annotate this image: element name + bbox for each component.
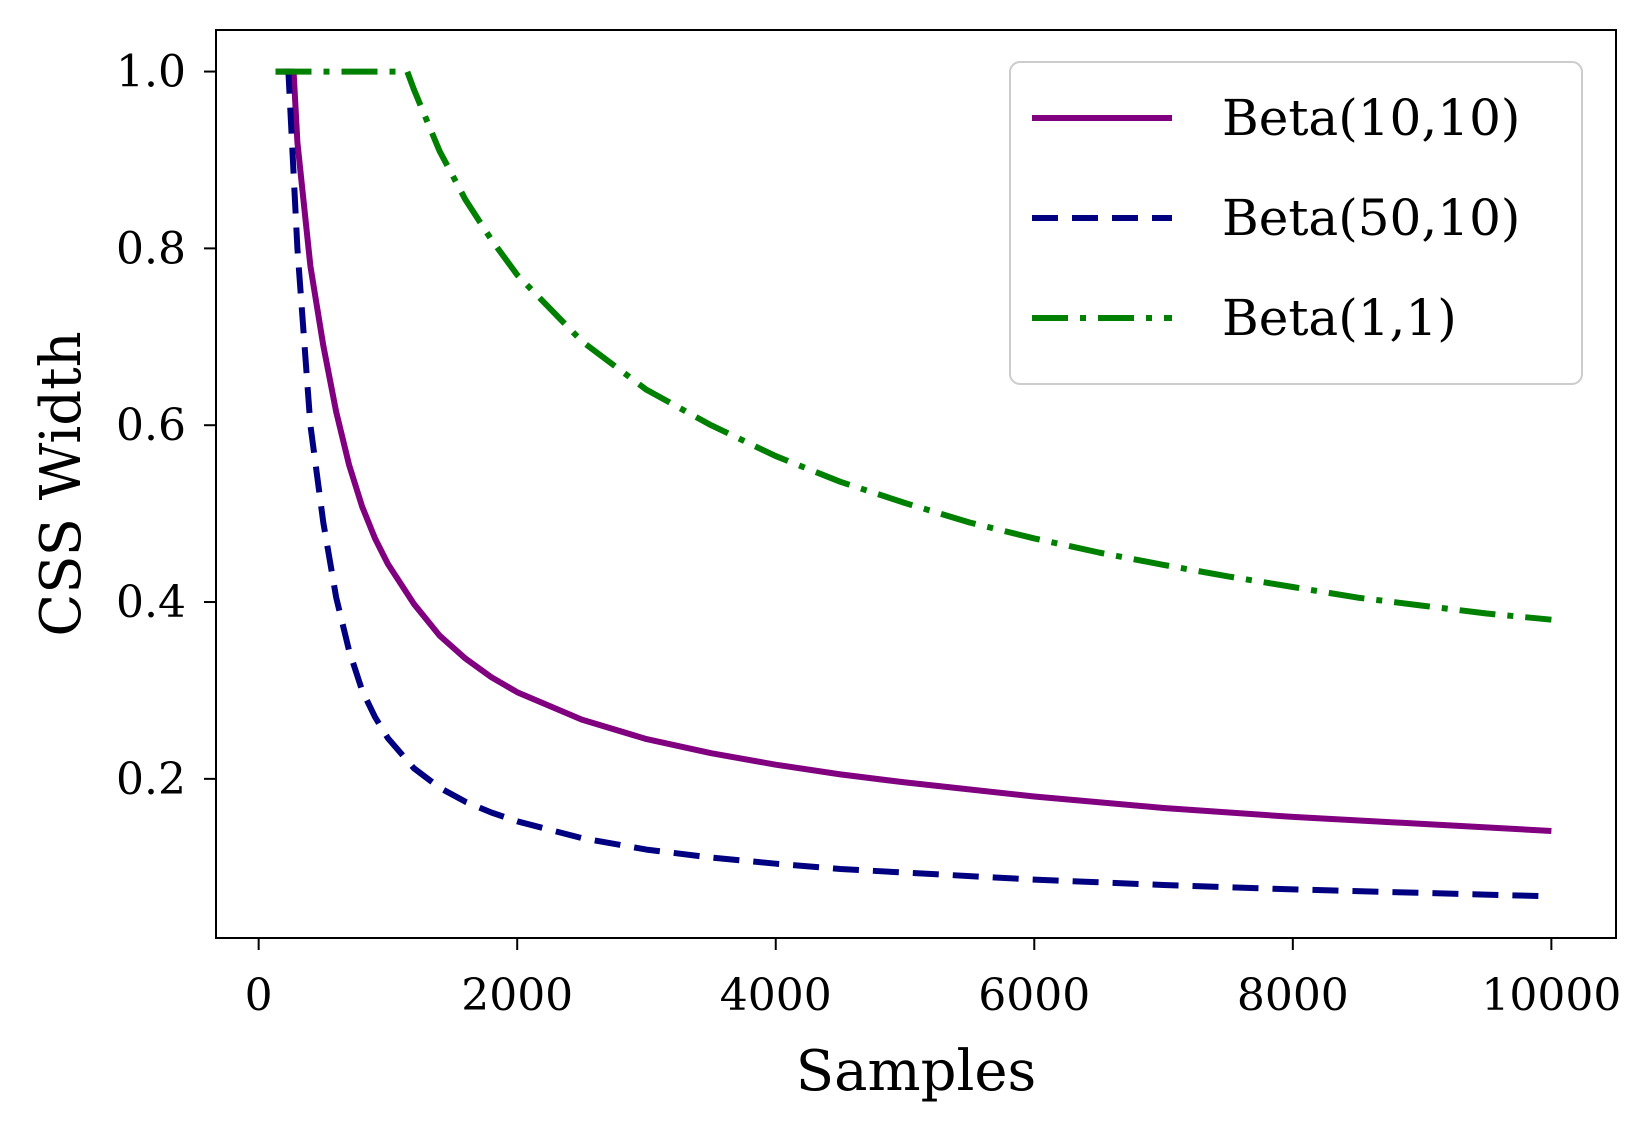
x-tick-label: 8000 [1237,970,1349,1021]
y-axis-label: CSS Width [29,331,94,636]
y-tick-label: 1.0 [116,47,186,98]
legend-label-2: Beta(50,10) [1222,189,1520,247]
y-tick-label: 0.2 [116,754,186,805]
x-axis-label: Samples [796,1039,1037,1104]
x-tick-label: 10000 [1481,970,1621,1021]
y-tick-label: 0.8 [116,223,186,274]
plot-frame [215,29,1617,939]
series-layer [275,68,1552,900]
x-axis: 0 2000 4000 6000 8000 10000 [245,938,1621,1021]
series-line-1 [275,68,1552,834]
series-line-3 [275,68,1552,623]
x-tick-label: 0 [245,970,273,1021]
x-tick-label: 2000 [461,970,573,1021]
legend-label-3: Beta(1,1) [1222,289,1457,347]
y-tick-label: 0.6 [116,400,186,451]
series-line-2 [284,68,1552,900]
x-tick-label: 4000 [720,970,832,1021]
x-tick-label: 6000 [978,970,1090,1021]
legend-label-1: Beta(10,10) [1222,89,1520,147]
y-tick-label: 0.4 [116,577,186,628]
legend: Beta(10,10) Beta(50,10) Beta(1,1) [1009,61,1583,385]
y-axis: 0.2 0.4 0.6 0.8 1.0 [116,47,216,805]
legend-box [1009,61,1583,385]
